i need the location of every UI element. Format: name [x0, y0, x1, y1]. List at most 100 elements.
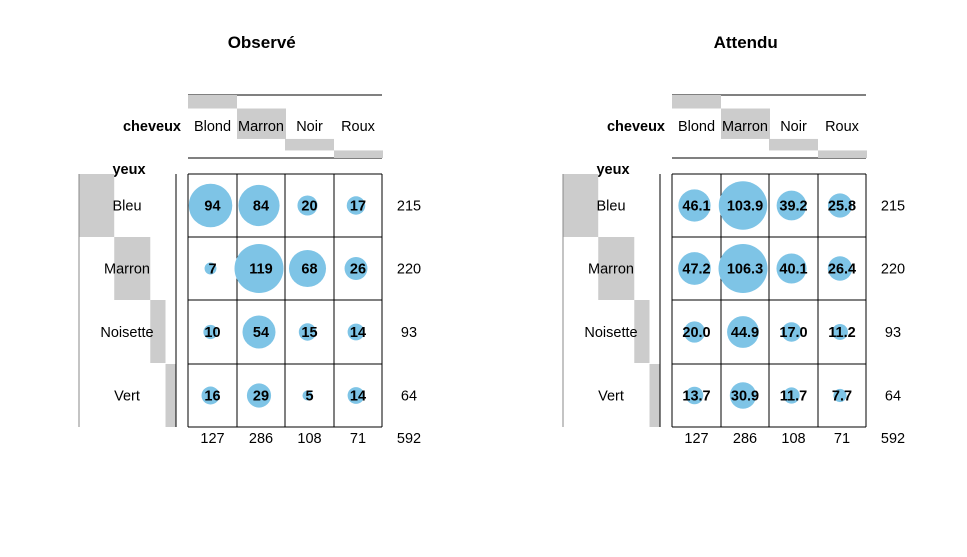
row-label-2: Marron [104, 262, 150, 278]
col-margin-bar [818, 150, 867, 158]
col-margin-bar [672, 95, 721, 109]
col-total: 286 [733, 431, 757, 447]
row-label-2: Marron [588, 262, 634, 278]
panel-title: Observé [228, 33, 296, 52]
col-variable-label: cheveux [607, 119, 665, 135]
row-margin-bar [634, 300, 650, 363]
col-total: 127 [684, 431, 708, 447]
col-total: 71 [350, 431, 366, 447]
row-total: 93 [401, 325, 417, 341]
cell-value: 54 [253, 325, 269, 341]
cell-value: 20.0 [682, 325, 710, 341]
col-margin-bar [237, 108, 286, 139]
row-margin-bar [150, 300, 166, 363]
balloon [678, 252, 711, 285]
cell-value: 5 [305, 389, 313, 405]
balloon [685, 386, 704, 405]
row-total: 93 [885, 325, 901, 341]
grand-total: 592 [397, 431, 421, 447]
cell-value: 39.2 [779, 199, 807, 215]
cell-value: 26.4 [828, 262, 856, 278]
row-margin-bar [79, 174, 115, 237]
balloon [776, 190, 807, 221]
col-header-3: Noir [780, 119, 807, 135]
cell-value: 47.2 [682, 262, 710, 278]
col-margin-bar [285, 138, 334, 151]
row-margin-bar [563, 174, 599, 237]
col-total: 108 [297, 431, 321, 447]
balloon [347, 323, 365, 341]
balloon [781, 322, 802, 342]
balloon [832, 324, 848, 340]
col-variable-label: cheveux [123, 119, 181, 135]
row-total: 220 [881, 262, 905, 278]
col-header-2: Marron [722, 119, 768, 135]
cell-value: 103.9 [727, 199, 763, 215]
cell-value: 119 [249, 262, 272, 278]
balloon [776, 253, 807, 284]
cell-value: 20 [301, 199, 317, 215]
balloon [727, 316, 759, 348]
cell-value: 13.7 [682, 389, 710, 405]
col-total: 127 [200, 431, 224, 447]
cell-value: 14 [350, 325, 366, 341]
row-label-4: Vert [598, 389, 624, 405]
cell-value: 11.2 [828, 325, 855, 341]
cell-value: 16 [204, 389, 220, 405]
row-total: 215 [397, 199, 421, 215]
cell-value: 11.7 [780, 389, 807, 405]
row-total: 64 [401, 389, 417, 405]
balloon [718, 244, 768, 293]
col-header-4: Roux [825, 119, 860, 135]
row-total: 64 [885, 389, 901, 405]
col-header-1: Blond [194, 119, 231, 135]
row-label-4: Vert [114, 389, 140, 405]
col-margin-bar [334, 150, 383, 158]
balloon [827, 193, 853, 218]
balloon [678, 189, 711, 222]
cell-value: 7.7 [832, 389, 852, 405]
balloon [188, 183, 233, 228]
col-header-4: Roux [341, 119, 376, 135]
col-header-2: Marron [238, 119, 284, 135]
balloon [204, 262, 217, 275]
cell-value: 44.9 [731, 325, 759, 341]
row-margin-bar [114, 237, 151, 300]
cell-value: 14 [350, 389, 366, 405]
balloon [234, 244, 284, 293]
balloon [783, 387, 800, 404]
cell-value: 10 [204, 325, 220, 341]
panel-title: Attendu [714, 33, 778, 52]
cell-value: 46.1 [682, 199, 710, 215]
balloon [201, 386, 220, 405]
cell-value: 94 [204, 199, 220, 215]
cell-value: 106.3 [727, 262, 763, 278]
row-total: 215 [881, 199, 905, 215]
row-label-3: Noisette [100, 325, 153, 341]
cell-value: 29 [253, 389, 269, 405]
row-margin-bar [598, 237, 635, 300]
col-header-3: Noir [296, 119, 323, 135]
balloon [288, 249, 327, 288]
col-header-1: Blond [678, 119, 715, 135]
cell-value: 40.1 [779, 262, 807, 278]
cell-value: 7 [208, 262, 216, 278]
cell-value: 68 [301, 262, 317, 278]
balloon [242, 315, 276, 349]
cell-value: 15 [301, 325, 317, 341]
row-variable-label: yeux [596, 162, 629, 178]
balloon [833, 388, 847, 403]
col-margin-bar [188, 95, 237, 109]
col-margin-bar [769, 138, 818, 151]
cell-value: 17 [350, 199, 366, 215]
balloon [347, 387, 365, 404]
row-label-1: Bleu [112, 199, 141, 215]
balloon [718, 181, 768, 230]
row-label-3: Noisette [584, 325, 637, 341]
balloon [246, 383, 272, 408]
cell-value: 25.8 [828, 199, 856, 215]
col-margin-bar [721, 108, 770, 139]
balloon [683, 321, 706, 343]
col-total: 286 [249, 431, 273, 447]
